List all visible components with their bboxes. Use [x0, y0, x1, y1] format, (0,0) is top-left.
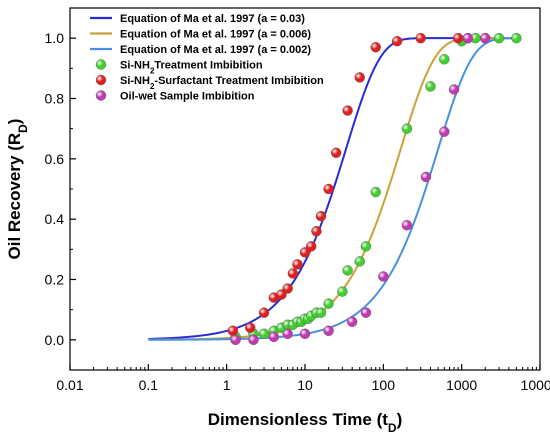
x-tick-label: 0.01	[56, 377, 83, 393]
y-axis-title: Oil Recovery (RD)	[5, 119, 30, 260]
legend-label: Equation of Ma et al. 1997 (a = 0.006)	[120, 29, 311, 41]
data-point	[439, 54, 450, 65]
data-point	[282, 328, 293, 339]
y-tick-label: 0.0	[45, 332, 65, 348]
y-axis: 0.0 0.2 0.4 0.6 0.8 1.0	[45, 30, 76, 348]
data-point	[346, 316, 358, 327]
legend-label: Equation of Ma et al. 1997 (a = 0.002)	[120, 44, 311, 56]
data-point	[323, 183, 334, 195]
legend-label: Si-NH2Treatment Imbibition	[120, 60, 263, 76]
data-point	[292, 259, 303, 270]
x-tick-label: 100	[372, 377, 396, 393]
data-point	[227, 325, 239, 336]
data-point	[315, 210, 327, 222]
data-point	[480, 32, 491, 44]
data-point	[354, 256, 365, 267]
x-tick-label: 10	[297, 377, 313, 393]
y-tick-label: 0.8	[45, 91, 65, 107]
data-point	[342, 105, 353, 116]
legend: Equation of Ma et al. 1997 (a = 0.03) Equ…	[90, 13, 324, 103]
data-point	[315, 307, 327, 318]
data-point	[323, 325, 334, 336]
data-point	[342, 265, 353, 276]
data-point	[439, 126, 450, 137]
data-point	[323, 298, 334, 309]
data-point	[425, 81, 436, 92]
data-point	[306, 241, 317, 252]
data-point	[401, 219, 413, 231]
data-point	[448, 84, 460, 95]
data-point	[258, 307, 270, 318]
data-point	[282, 283, 293, 294]
data-point	[287, 268, 299, 279]
data-point	[268, 331, 280, 343]
data-point	[462, 32, 474, 44]
data-point	[248, 334, 259, 346]
data-point	[370, 186, 381, 198]
x-tick-label: 1000	[446, 377, 477, 393]
data-points	[227, 32, 522, 346]
legend-label: Oil-wet Sample Imbibition	[120, 91, 255, 103]
data-point	[258, 328, 270, 339]
y-tick-label: 0.4	[45, 211, 65, 227]
data-point	[354, 72, 365, 83]
x-axis-title: Dimensionless Time (tD)	[208, 410, 402, 435]
data-point	[330, 147, 342, 159]
data-point	[511, 32, 522, 44]
legend-swatch	[95, 74, 107, 86]
fit-curve	[148, 37, 517, 341]
data-point	[245, 322, 256, 333]
data-point	[391, 35, 403, 47]
plot-frame	[69, 7, 541, 371]
data-point	[420, 171, 432, 183]
legend-swatch	[95, 90, 107, 101]
legend-label: Equation of Ma et al. 1997 (a = 0.03)	[120, 13, 305, 25]
data-point	[360, 241, 372, 252]
legend-swatch	[95, 59, 107, 70]
data-point	[401, 123, 413, 134]
data-point	[378, 271, 389, 282]
data-point	[452, 32, 464, 44]
x-tick-label: 1	[223, 377, 231, 393]
y-tick-label: 1.0	[45, 30, 65, 46]
data-point	[493, 32, 505, 44]
data-point	[360, 307, 372, 318]
y-tick-label: 0.2	[45, 272, 65, 288]
data-point	[415, 32, 426, 44]
legend-label: Si-NH2-Surfactant Treatment Imbibition	[120, 75, 324, 91]
y-tick-label: 0.6	[45, 151, 65, 167]
x-tick-label: 0.1	[139, 377, 159, 393]
data-point	[230, 334, 241, 346]
data-point	[299, 328, 311, 339]
data-point	[311, 226, 322, 237]
data-point	[337, 286, 348, 297]
data-point	[370, 42, 381, 53]
